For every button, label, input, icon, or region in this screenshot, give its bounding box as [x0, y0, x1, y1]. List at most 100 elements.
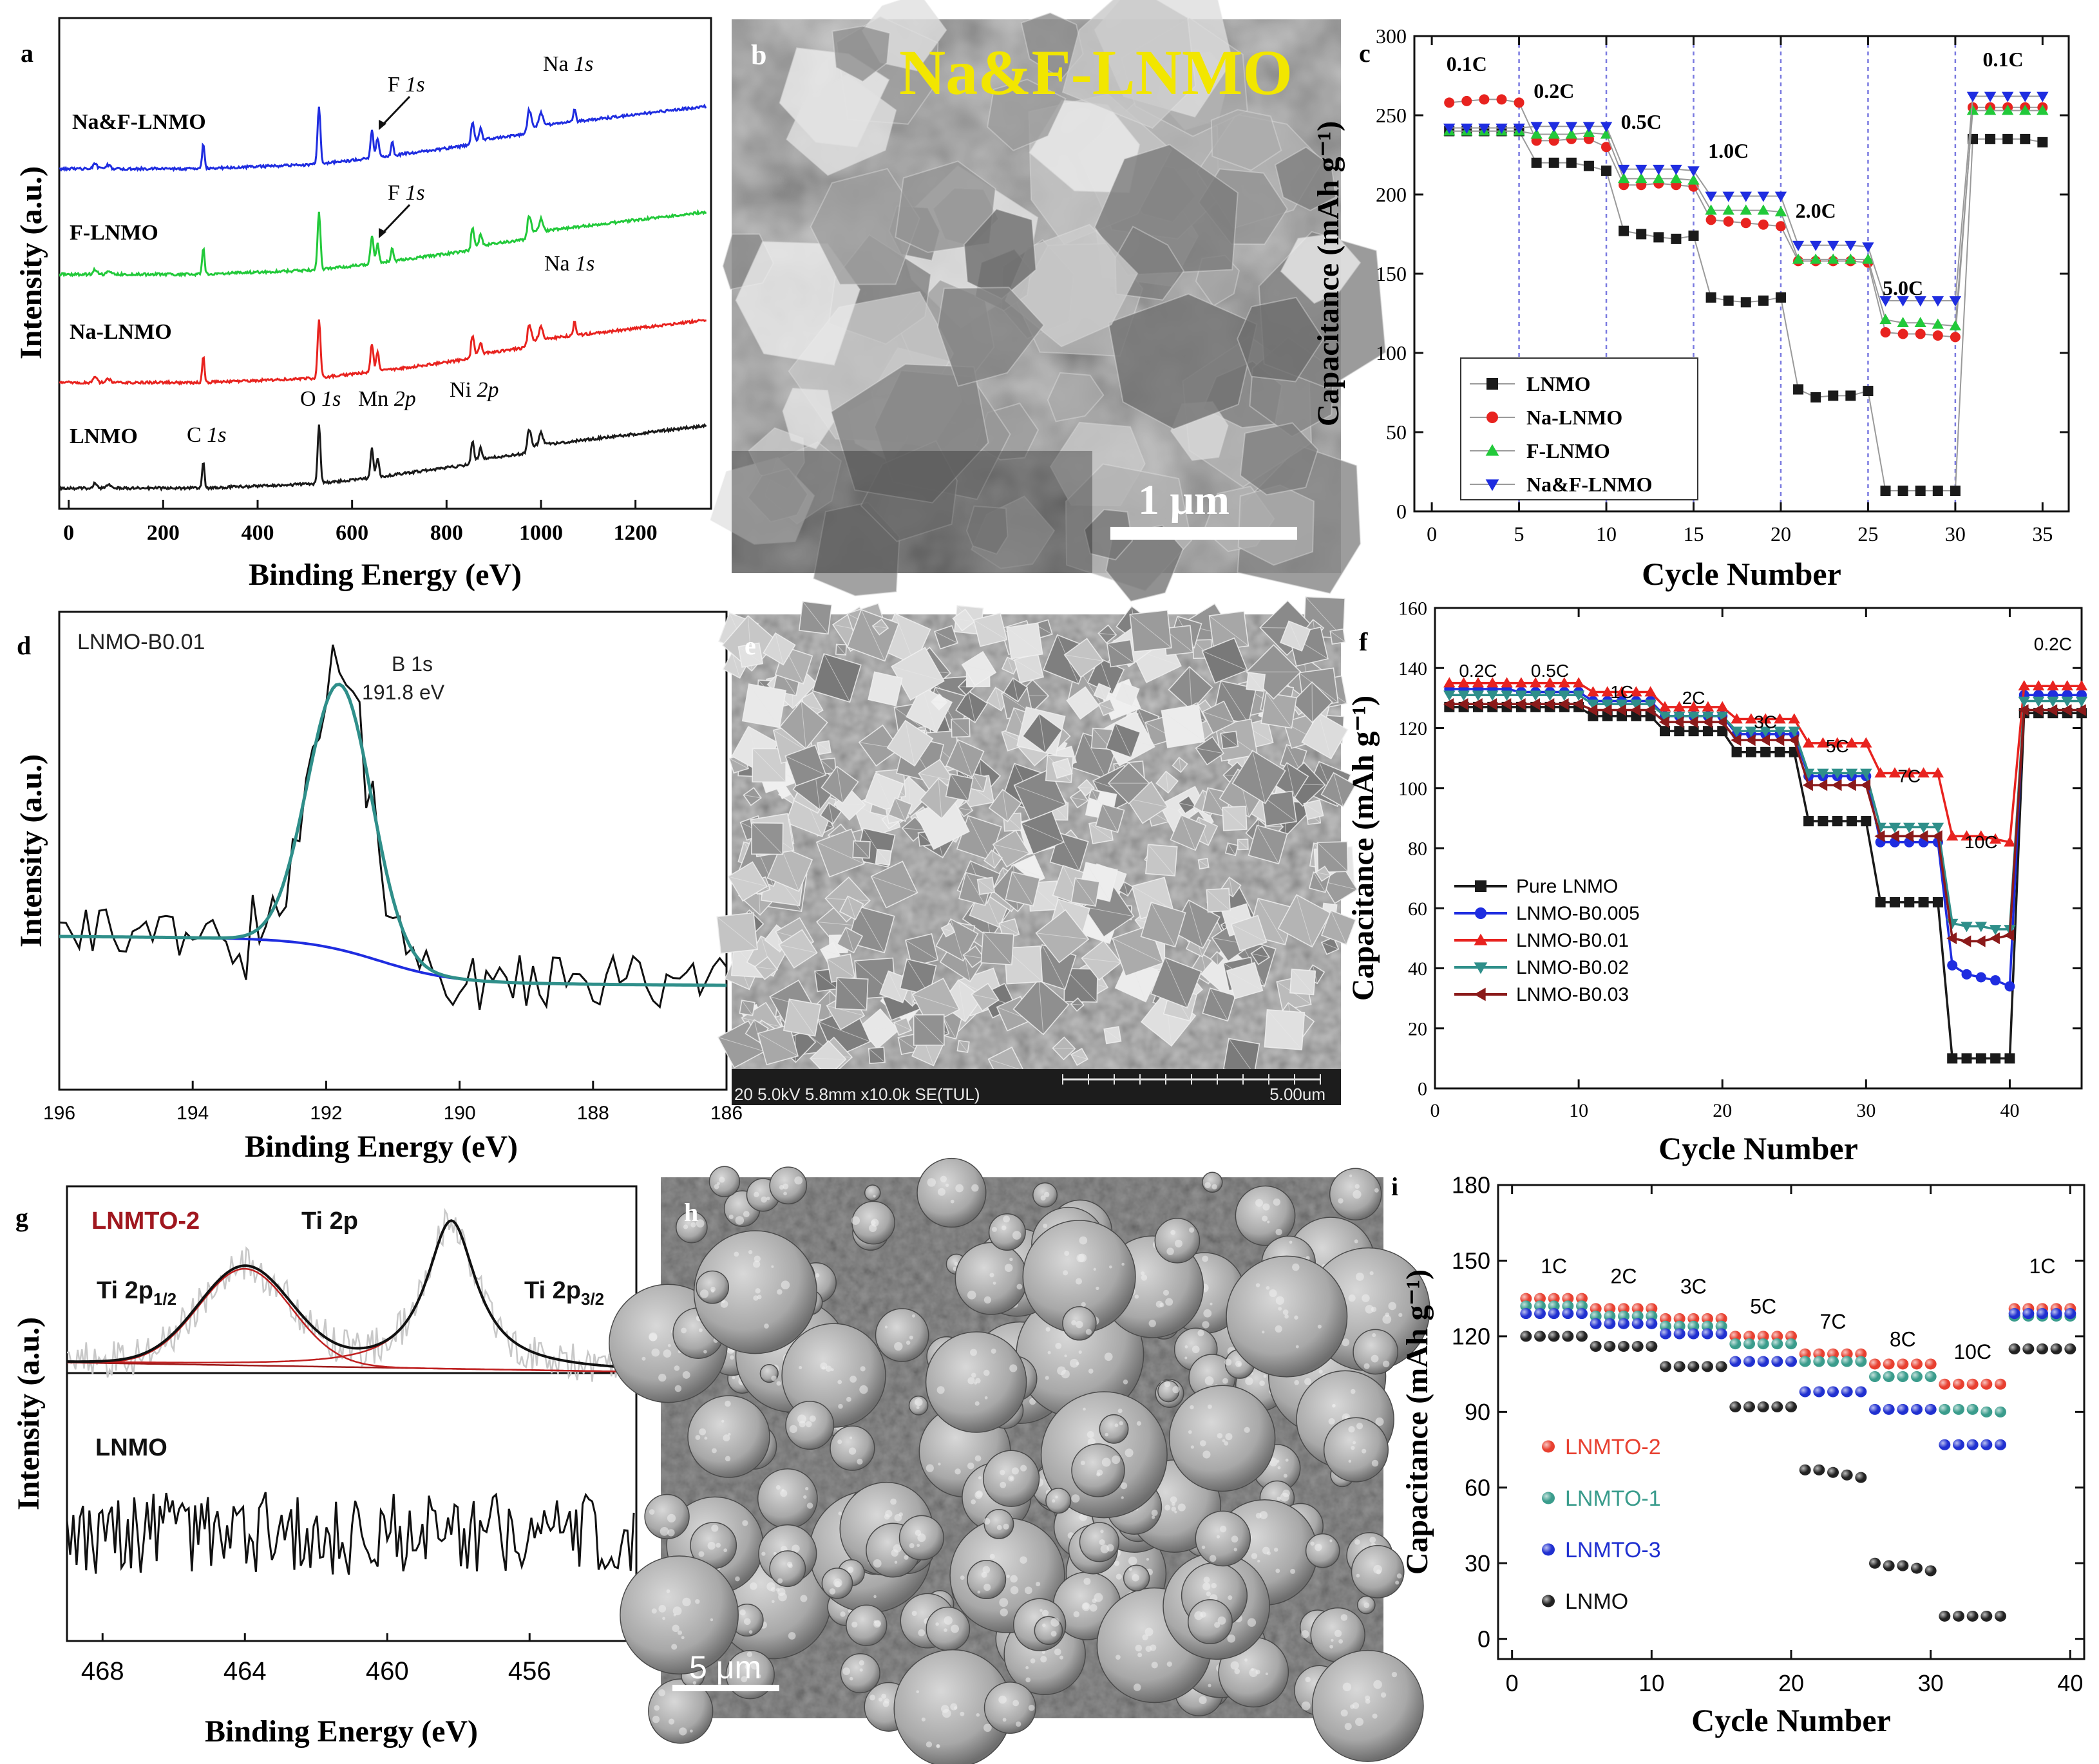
sem-grain [1166, 1247, 1174, 1255]
sem-grain [840, 1611, 846, 1617]
sem-grain [1108, 1265, 1112, 1269]
sem-grain [797, 1414, 806, 1424]
sem-grain [1083, 1407, 1086, 1411]
panel-letter-c: c [1359, 39, 1371, 68]
sem-octahedron-edge [1330, 631, 1345, 643]
data-point [1932, 767, 1944, 778]
data-point [1989, 925, 2002, 936]
data-point [1444, 97, 1455, 108]
data-point [1860, 737, 1872, 748]
sem-octahedron-edge [1070, 797, 1088, 801]
sem-grain [1262, 1331, 1265, 1334]
legend-marker [1474, 987, 1486, 1001]
legend-label: F-LNMO [1526, 439, 1610, 462]
sem-grain [753, 1260, 761, 1268]
data-point-shine [1743, 1401, 1755, 1413]
data-point [2037, 91, 2049, 102]
sem-grain [720, 1300, 728, 1308]
sem-octahedron-edge [1098, 683, 1106, 701]
x-tick-label: 10 [1596, 522, 1617, 545]
sem-octahedron-edge [751, 822, 783, 855]
data-point-shine [1604, 1341, 1616, 1352]
data-point [1831, 768, 1843, 779]
sem-octahedron-edge [1101, 803, 1118, 833]
rate-label: 1C [1610, 682, 1633, 702]
sem-grain [1202, 1321, 1210, 1329]
sem-grain [1083, 1577, 1091, 1585]
sem-octahedron-edge [757, 1033, 799, 1057]
sem-octahedron-edge [1114, 723, 1132, 758]
sem-octahedron-edge [998, 923, 1020, 935]
x-tick-label: 1000 [519, 521, 563, 545]
data-point [1615, 699, 1628, 710]
sem-grain [1132, 1574, 1139, 1582]
y-axis-title: Capacitance (mAh g⁻¹) [1346, 696, 1380, 1001]
sem-grain [651, 1348, 660, 1357]
sem-octahedron-edge [1075, 877, 1096, 907]
sem-grain [971, 1184, 979, 1192]
data-point [1946, 932, 1957, 945]
data-point-shine [1771, 1401, 1783, 1413]
data-point [1529, 690, 1542, 701]
sem-octahedron-edge [1231, 924, 1267, 943]
panel-f: f 0 10 20 30 40 0 20 40 60 80 100 120 140 160 Cycle Nu… [1346, 598, 2088, 1166]
sem-grain [1295, 1345, 1299, 1349]
sem-grain [742, 1520, 748, 1526]
sem-grain [1041, 1650, 1046, 1654]
legend-label: LNMO-B0.01 [1516, 930, 1629, 951]
sem-octahedron-edge [957, 739, 973, 778]
sem-octahedron-edge [1164, 991, 1172, 1047]
data-point [1644, 686, 1657, 697]
sem-octahedron-edge [823, 653, 850, 703]
sem-crystal [1047, 372, 1105, 422]
data-point [2004, 1053, 2015, 1064]
data-point-shine [1799, 1464, 1811, 1475]
sem-octahedron-edge [941, 927, 955, 933]
data-point-shine [1729, 1356, 1742, 1367]
y-tick-label: 0 [1396, 500, 1407, 523]
data-point [1617, 173, 1630, 184]
data-point [1529, 677, 1542, 688]
sem-grain [773, 1551, 777, 1555]
sem-grain [983, 1517, 991, 1525]
sem-octahedron-edge [743, 795, 761, 799]
sem-octahedron-edge [857, 906, 885, 953]
y-tick-label: 140 [1398, 658, 1427, 679]
sem-grain [916, 1406, 920, 1410]
sem-grain [712, 1448, 717, 1454]
data-point [1845, 253, 1857, 264]
sem-grain [1192, 1345, 1200, 1354]
data-point [1702, 712, 1714, 723]
sem-grain [937, 1188, 945, 1196]
sem-octahedron-edge [1316, 842, 1349, 872]
xps-trace-na-lnmo [59, 318, 707, 386]
annotation-mn2p: Mn 2p [358, 387, 416, 411]
sem-grain [1227, 1634, 1236, 1643]
annotation-ni2p: Ni 2p [450, 378, 499, 402]
data-point [1845, 768, 1858, 779]
sem-grain [838, 1511, 842, 1515]
data-point [2018, 696, 2030, 707]
sem-octahedron-edge [1038, 979, 1044, 1035]
sem-octahedron-edge [967, 815, 991, 860]
data-point [2004, 929, 2015, 942]
data-point-shine [1827, 1466, 1839, 1478]
data-point [1565, 128, 1578, 139]
data-point [1879, 314, 1892, 325]
sem-grain [1069, 1358, 1079, 1368]
sem-grain [1054, 1648, 1061, 1656]
sem-octahedron-edge [913, 1014, 945, 1046]
sem-grain [1040, 1195, 1046, 1201]
data-point [1673, 712, 1686, 723]
data-point [1443, 698, 1454, 710]
data-point-shine [2064, 1343, 2076, 1354]
sem-grain [711, 1524, 719, 1532]
sem-h-scalebar-label: 5 μm [689, 1649, 761, 1685]
data-point-shine [1841, 1356, 1853, 1367]
data-point-shine [2050, 1343, 2062, 1354]
sem-grain [1278, 1307, 1282, 1311]
data-point-shine [1771, 1338, 1783, 1350]
data-point [1653, 232, 1664, 243]
sem-grain [1163, 1289, 1170, 1296]
